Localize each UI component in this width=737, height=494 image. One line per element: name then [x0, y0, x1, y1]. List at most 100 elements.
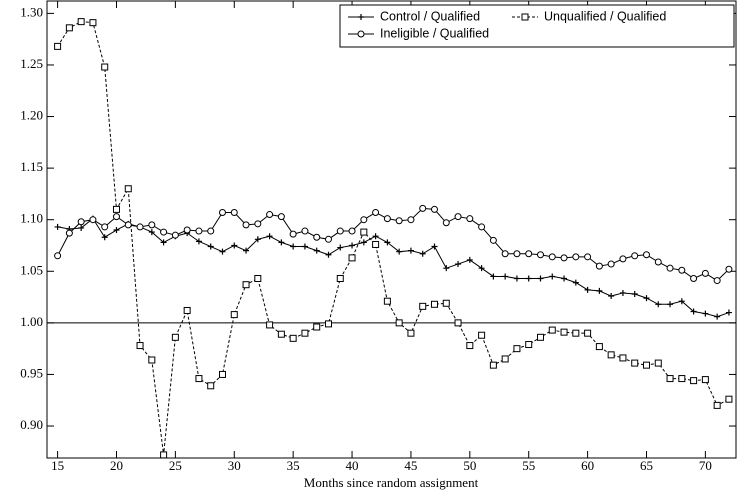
point [171, 333, 179, 341]
point [148, 221, 156, 229]
point [313, 323, 321, 331]
point [207, 382, 215, 390]
point [324, 320, 332, 328]
point [478, 265, 485, 272]
point [349, 242, 356, 249]
point [561, 275, 568, 282]
point [337, 244, 344, 251]
point [714, 313, 721, 320]
point [466, 342, 474, 350]
point [195, 227, 203, 235]
x-tick-label: 65 [640, 458, 653, 473]
point [336, 275, 344, 283]
x-tick-label: 70 [699, 458, 712, 473]
point [560, 254, 568, 262]
point [348, 254, 356, 262]
x-tick-label: 60 [581, 458, 594, 473]
plot-frame [46, 0, 737, 459]
point [690, 308, 697, 315]
point [277, 330, 285, 338]
point [112, 213, 120, 221]
x-tick-label: 40 [346, 458, 359, 473]
point [218, 208, 226, 216]
y-tick-label: 1.25 [20, 56, 43, 71]
x-tick-label: 15 [51, 458, 64, 473]
point [101, 223, 109, 231]
point [360, 239, 367, 246]
point [631, 290, 638, 297]
point [619, 289, 626, 296]
y-tick-label: 1.30 [20, 4, 43, 19]
point [171, 231, 179, 239]
point [725, 309, 732, 316]
point [678, 298, 685, 305]
point [124, 185, 132, 193]
y-tick-label: 1.05 [20, 262, 43, 277]
point [243, 247, 250, 254]
point [478, 223, 486, 231]
point [396, 248, 403, 255]
point [112, 205, 120, 213]
point [631, 359, 639, 367]
point [160, 228, 168, 236]
point [430, 300, 438, 308]
point [160, 239, 167, 246]
point [655, 301, 662, 308]
point [513, 345, 521, 353]
point [654, 359, 662, 367]
point [725, 395, 733, 403]
x-axis-label: Months since random assignment [304, 475, 479, 490]
point [513, 275, 520, 282]
point [572, 329, 580, 337]
legend-marker [521, 13, 529, 21]
point [289, 230, 297, 238]
point [702, 310, 709, 317]
point [454, 213, 462, 221]
point [230, 311, 238, 319]
point [548, 326, 556, 334]
point [242, 221, 250, 229]
point [183, 226, 191, 234]
x-tick-label: 50 [463, 458, 476, 473]
point [277, 213, 285, 221]
point [501, 355, 509, 363]
point [301, 243, 308, 250]
point [218, 370, 226, 378]
point [667, 301, 674, 308]
point [372, 208, 380, 216]
point [713, 277, 721, 285]
point [89, 19, 97, 27]
point [725, 265, 733, 273]
point [608, 293, 615, 300]
point [678, 266, 686, 274]
point [713, 401, 721, 409]
point [666, 264, 674, 272]
point [254, 275, 262, 283]
point [489, 361, 497, 369]
point [466, 256, 473, 263]
point [642, 361, 650, 369]
point [313, 233, 321, 241]
y-tick-label: 1.10 [20, 211, 43, 226]
point [254, 220, 262, 228]
legend-box [339, 4, 735, 48]
point [266, 321, 274, 329]
point [631, 252, 639, 260]
point [136, 223, 144, 231]
point [383, 297, 391, 305]
point [455, 261, 462, 268]
point [560, 328, 568, 336]
point [572, 253, 580, 261]
point [254, 236, 261, 243]
point [325, 251, 332, 258]
point [348, 227, 356, 235]
point [336, 227, 344, 235]
point [148, 356, 156, 364]
point [490, 273, 497, 280]
x-tick-label: 25 [169, 458, 182, 473]
series-line [57, 207, 730, 282]
point [642, 251, 650, 259]
y-tick-label: 0.90 [20, 417, 43, 432]
point [124, 221, 132, 229]
